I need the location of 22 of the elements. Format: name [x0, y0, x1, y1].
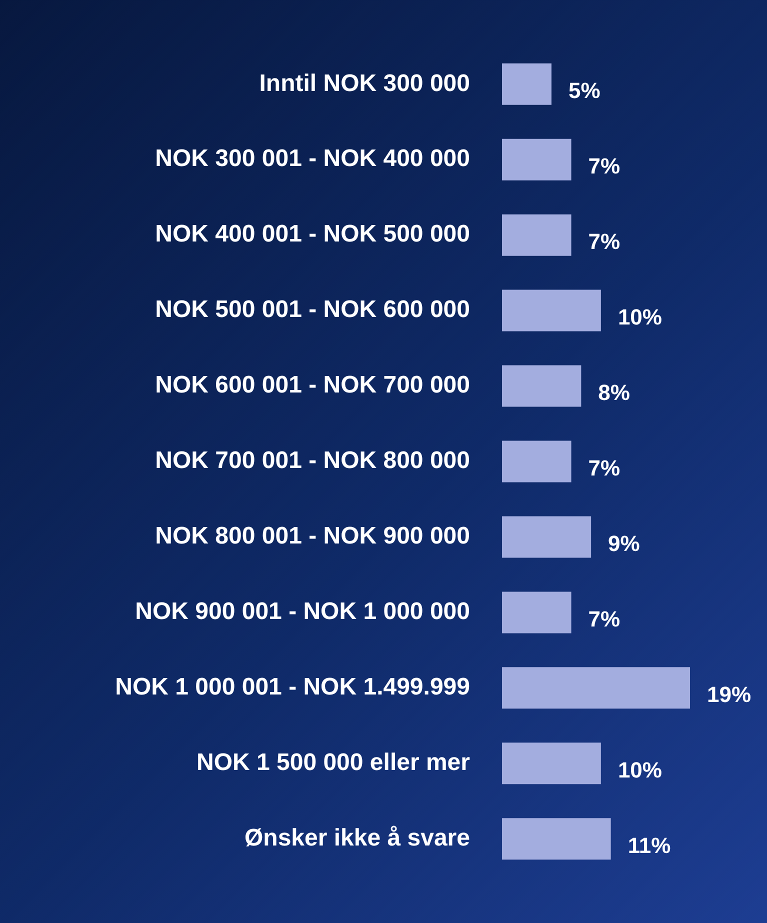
data-label: 10% — [618, 304, 662, 330]
y-tick-label: Inntil NOK 300 000 — [259, 70, 470, 97]
y-tick-label: NOK 1 500 000 eller mer — [196, 749, 470, 776]
y-tick-label: NOK 700 001 - NOK 800 000 — [155, 447, 470, 474]
data-label: 7% — [588, 154, 620, 179]
y-tick-label: NOK 400 001 - NOK 500 000 — [155, 220, 470, 248]
y-tick-label: NOK 600 001 - NOK 700 000 — [155, 372, 470, 399]
y-tick-label: NOK 900 001 - NOK 1 000 000 — [135, 598, 470, 626]
data-label: 9% — [608, 531, 640, 556]
data-label: 7% — [588, 229, 620, 254]
y-tick-label: NOK 800 001 - NOK 900 000 — [155, 522, 470, 550]
data-label: 7% — [588, 456, 620, 481]
data-label: 11% — [628, 832, 671, 858]
data-label: 8% — [598, 380, 630, 406]
data-label: 5% — [568, 78, 600, 104]
y-tick-label: NOK 500 001 - NOK 600 000 — [155, 296, 470, 324]
y-tick-label: NOK 1 000 001 - NOK 1.499.999 — [115, 674, 470, 701]
data-label: 10% — [618, 757, 662, 782]
data-label: 7% — [588, 606, 620, 632]
y-tick-label: Ønsker ikke å svare — [244, 824, 470, 852]
y-tick-label: NOK 300 001 - NOK 400 000 — [155, 145, 470, 172]
data-label: 19% — [707, 682, 752, 707]
